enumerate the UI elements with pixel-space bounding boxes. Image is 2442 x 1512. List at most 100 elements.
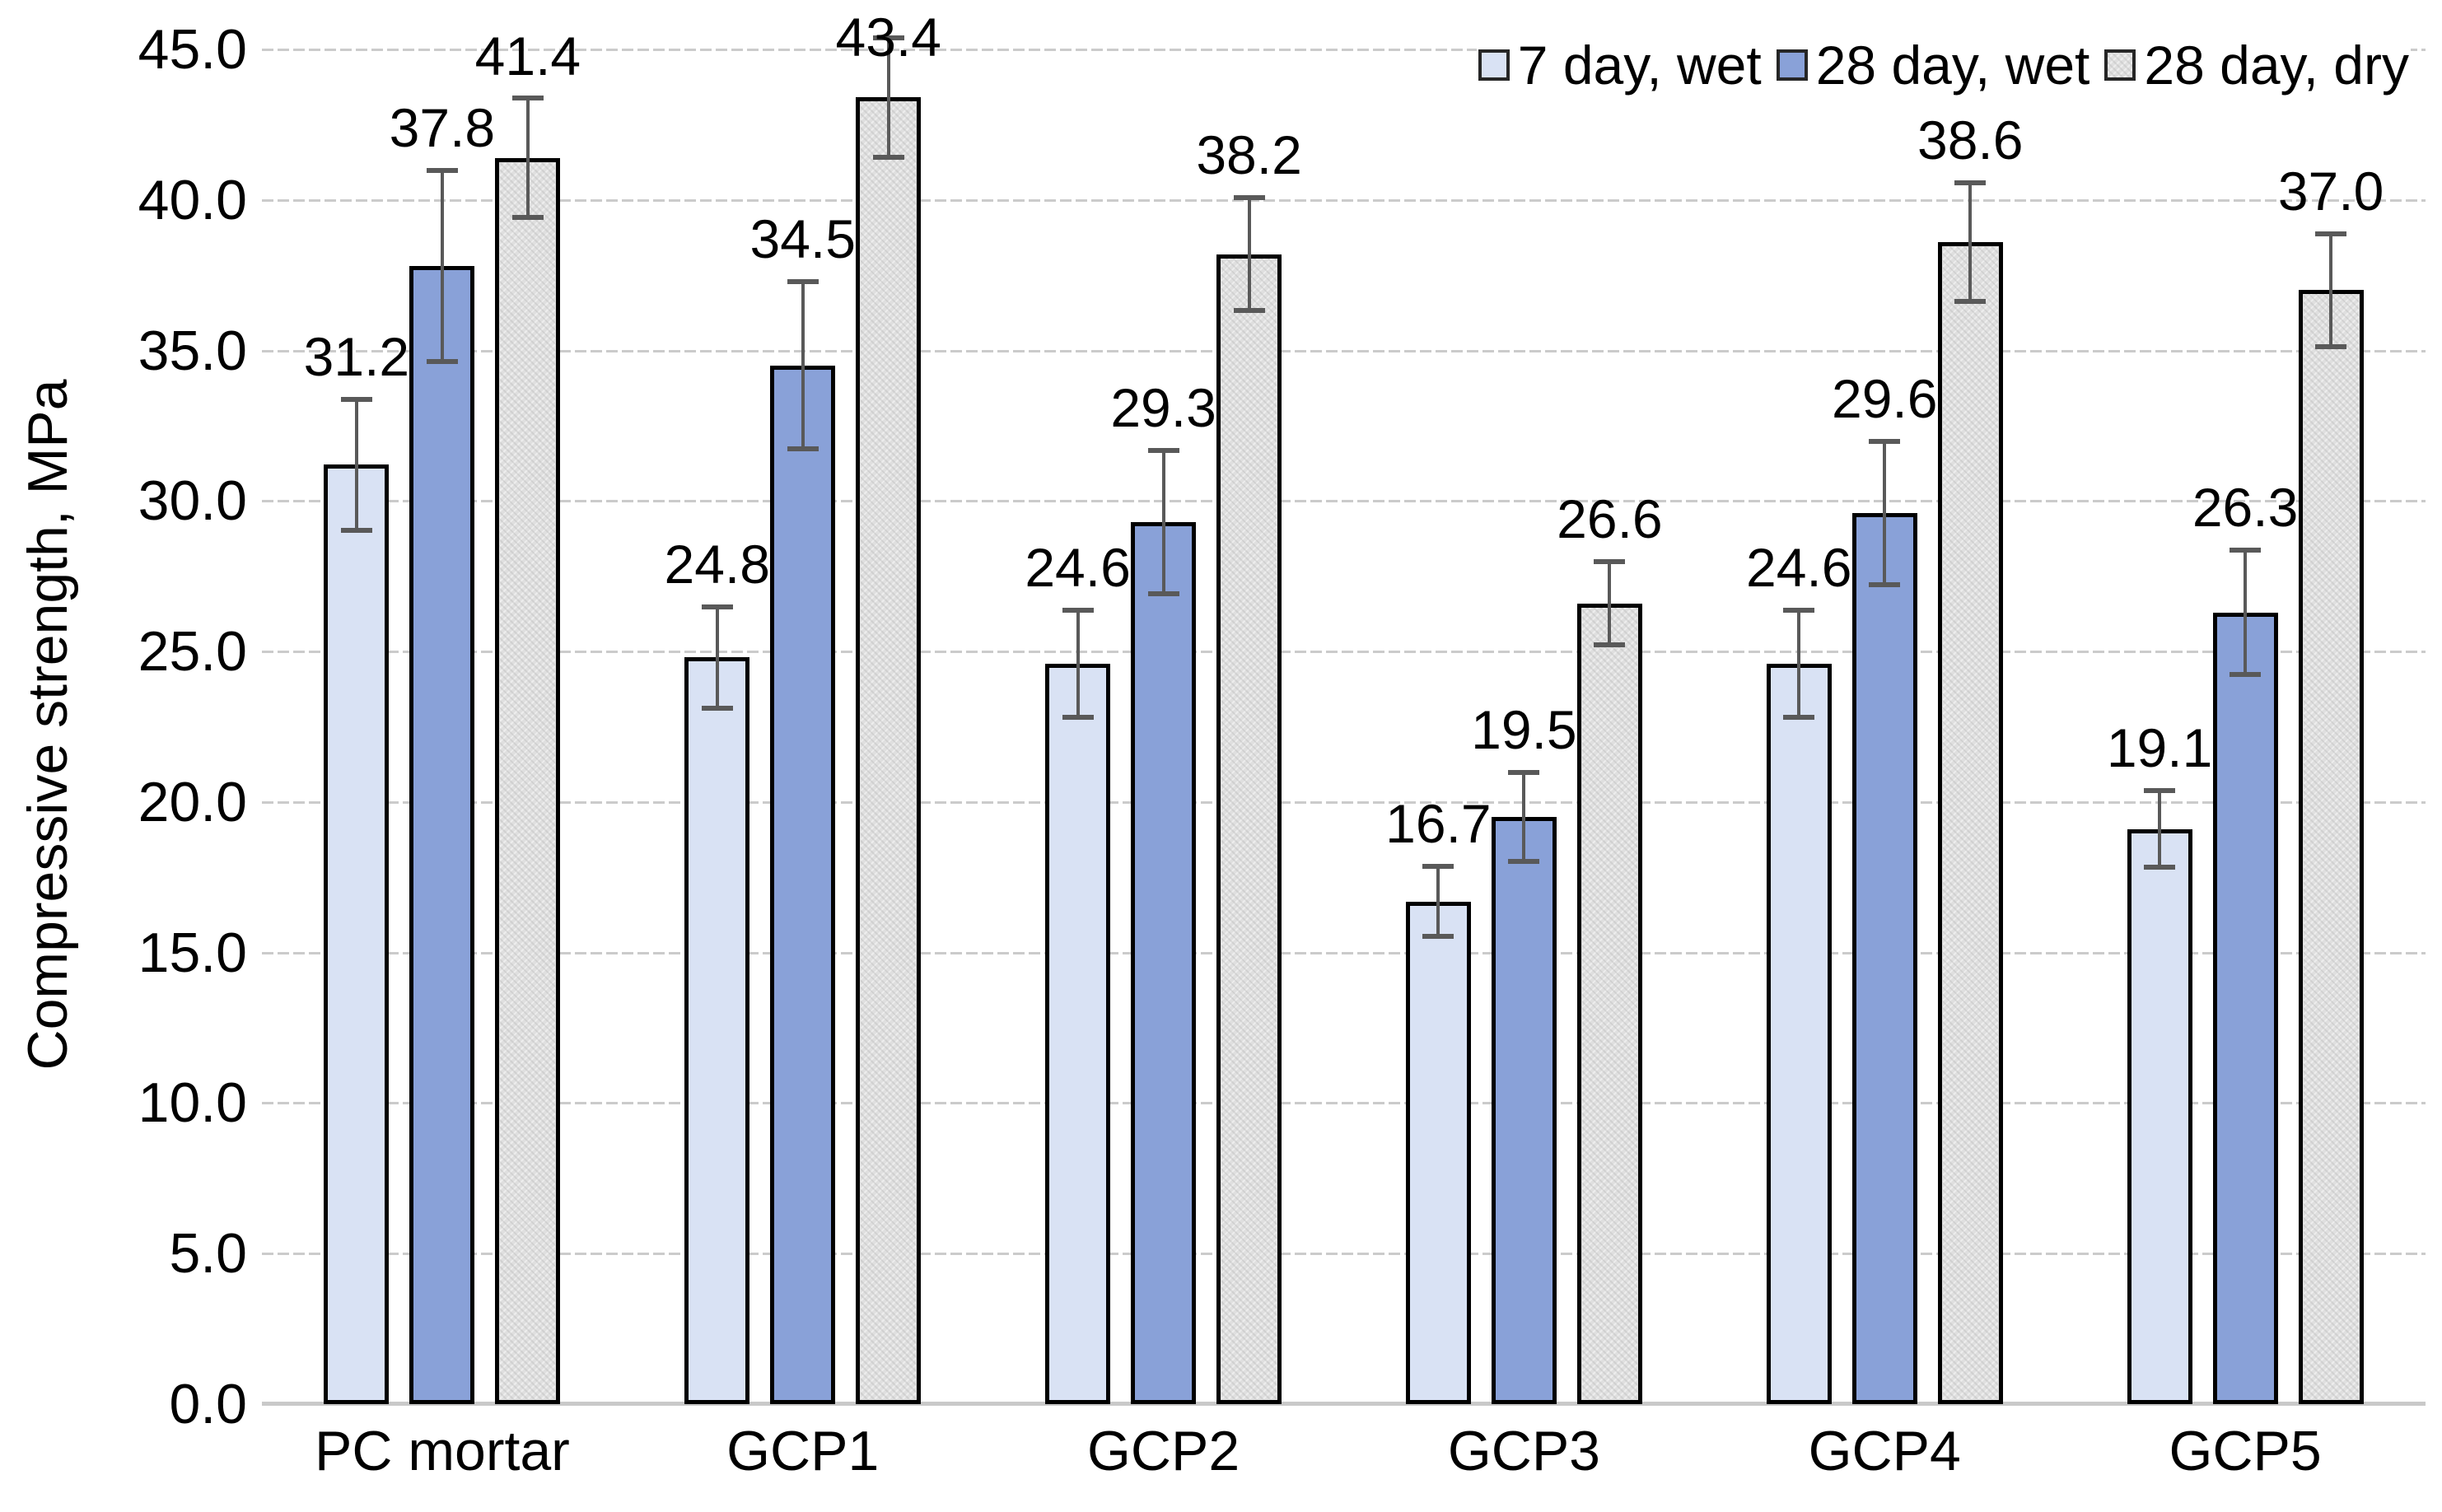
bar-PC mortar-7 day, wet [324,464,390,1404]
y-tick-label: 40.0 [138,168,247,231]
data-label: 31.2 [303,326,410,388]
error-bar-cap-bottom [2144,865,2176,870]
x-category-label: GCP3 [1447,1420,1600,1482]
bar-PC mortar-28 day, wet [409,266,475,1404]
error-bar [1161,450,1165,595]
bar-GCP5-28 day, wet [2212,612,2278,1404]
error-bar-cap-bottom [1954,299,1987,305]
error-bar-cap-bottom [511,214,544,220]
error-bar [1797,609,1801,718]
gridline [262,349,2426,352]
data-label: 37.0 [2277,160,2384,222]
error-bar-cap-bottom [1783,714,1815,720]
gridline [262,1102,2426,1105]
error-bar-cap-top [2230,547,2262,553]
error-bar-cap-bottom [787,446,819,452]
error-bar-cap-bottom [426,359,458,365]
error-bar-cap-bottom [872,154,904,160]
y-tick-label: 10.0 [138,1071,247,1135]
legend-label: 28 day, dry [2144,35,2409,96]
bar-GCP2-7 day, wet [1045,663,1111,1404]
gridline [262,500,2426,503]
x-category-label: GCP1 [726,1420,880,1482]
error-bar-cap-bottom [1594,642,1626,647]
legend-swatch-icon [1776,49,1808,81]
legend: 7 day, wet 28 day, wet 28 day, dry [1476,33,2411,97]
legend-swatch-icon [2104,49,2136,81]
data-label: 29.6 [1832,368,1938,430]
error-bar-cap-top [787,279,819,285]
x-axis-line [262,1402,2426,1406]
data-label: 29.3 [1110,377,1216,439]
data-label: 34.5 [749,208,856,270]
x-category-label: GCP2 [1086,1420,1240,1482]
legend-item: 28 day, dry [2104,36,2409,94]
error-bar [1076,609,1080,718]
error-bar [1522,772,1526,862]
error-bar [2244,548,2248,676]
data-label: 26.3 [2192,476,2299,538]
legend-label: 7 day, wet [1517,35,1762,96]
bar-GCP3-7 day, wet [1405,901,1471,1404]
bar-GCP4-28 day, dry [1937,241,2003,1404]
error-bar-cap-bottom [1147,590,1179,596]
error-bar [440,170,444,363]
error-bar-cap-bottom [1062,714,1094,720]
error-bar-cap-top [426,168,458,174]
bar-GCP3-28 day, wet [1491,817,1557,1404]
error-bar-cap-bottom [1508,859,1540,864]
bar-GCP3-28 day, dry [1576,603,1642,1404]
data-label: 19.5 [1471,699,1577,761]
data-label: 26.6 [1557,488,1663,550]
error-bar-cap-top [1422,863,1454,869]
bar-GCP2-28 day, dry [1216,254,1282,1404]
error-bar-cap-top [1869,439,1901,445]
data-label: 43.4 [835,7,941,68]
y-tick-label: 20.0 [138,770,247,833]
gridline [262,49,2426,51]
legend-item: 7 day, wet [1478,36,1762,94]
bar-GCP1-7 day, wet [684,657,750,1404]
data-label: 16.7 [1385,792,1492,854]
bar-PC mortar-28 day, dry [495,157,561,1404]
error-bar [886,37,890,158]
gridline [262,198,2426,202]
data-label: 24.8 [664,534,770,595]
error-bar-cap-top [1594,559,1626,565]
legend-item: 28 day, wet [1776,36,2089,94]
gridline [262,651,2426,654]
error-bar-cap-bottom [1869,581,1901,587]
error-bar [1608,561,1612,646]
bar-GCP4-7 day, wet [1766,663,1832,1404]
error-bar-cap-top [511,96,544,101]
error-bar-cap-top [1233,195,1265,201]
bar-GCP4-28 day, wet [1851,512,1917,1404]
error-bar-cap-top [1954,180,1987,185]
error-bar [1968,181,1973,303]
x-category-label: GCP5 [2169,1420,2322,1482]
error-bar-cap-bottom [1422,934,1454,940]
bar-GCP5-7 day, wet [2127,828,2192,1404]
data-label: 19.1 [2106,717,2213,779]
error-bar [525,97,530,218]
error-bar [354,399,358,531]
x-category-label: GCP4 [1808,1420,1961,1482]
data-label: 38.2 [1196,124,1302,186]
error-bar-cap-top [1783,607,1815,613]
data-label: 38.6 [1917,109,2024,170]
error-bar-cap-bottom [1233,308,1265,314]
error-bar-cap-top [1147,448,1179,454]
bar-GCP5-28 day, dry [2298,290,2364,1404]
error-bar-cap-top [2144,788,2176,794]
data-label: 41.4 [474,25,581,86]
error-bar-cap-top [872,35,904,41]
error-bar [801,281,805,450]
error-bar [1247,197,1251,312]
y-tick-label: 30.0 [138,469,247,533]
y-tick-label: 45.0 [138,18,247,81]
bar-GCP1-28 day, dry [856,97,922,1404]
data-label: 24.6 [1746,536,1852,598]
error-bar [2329,232,2333,348]
data-label: 37.8 [389,97,496,159]
